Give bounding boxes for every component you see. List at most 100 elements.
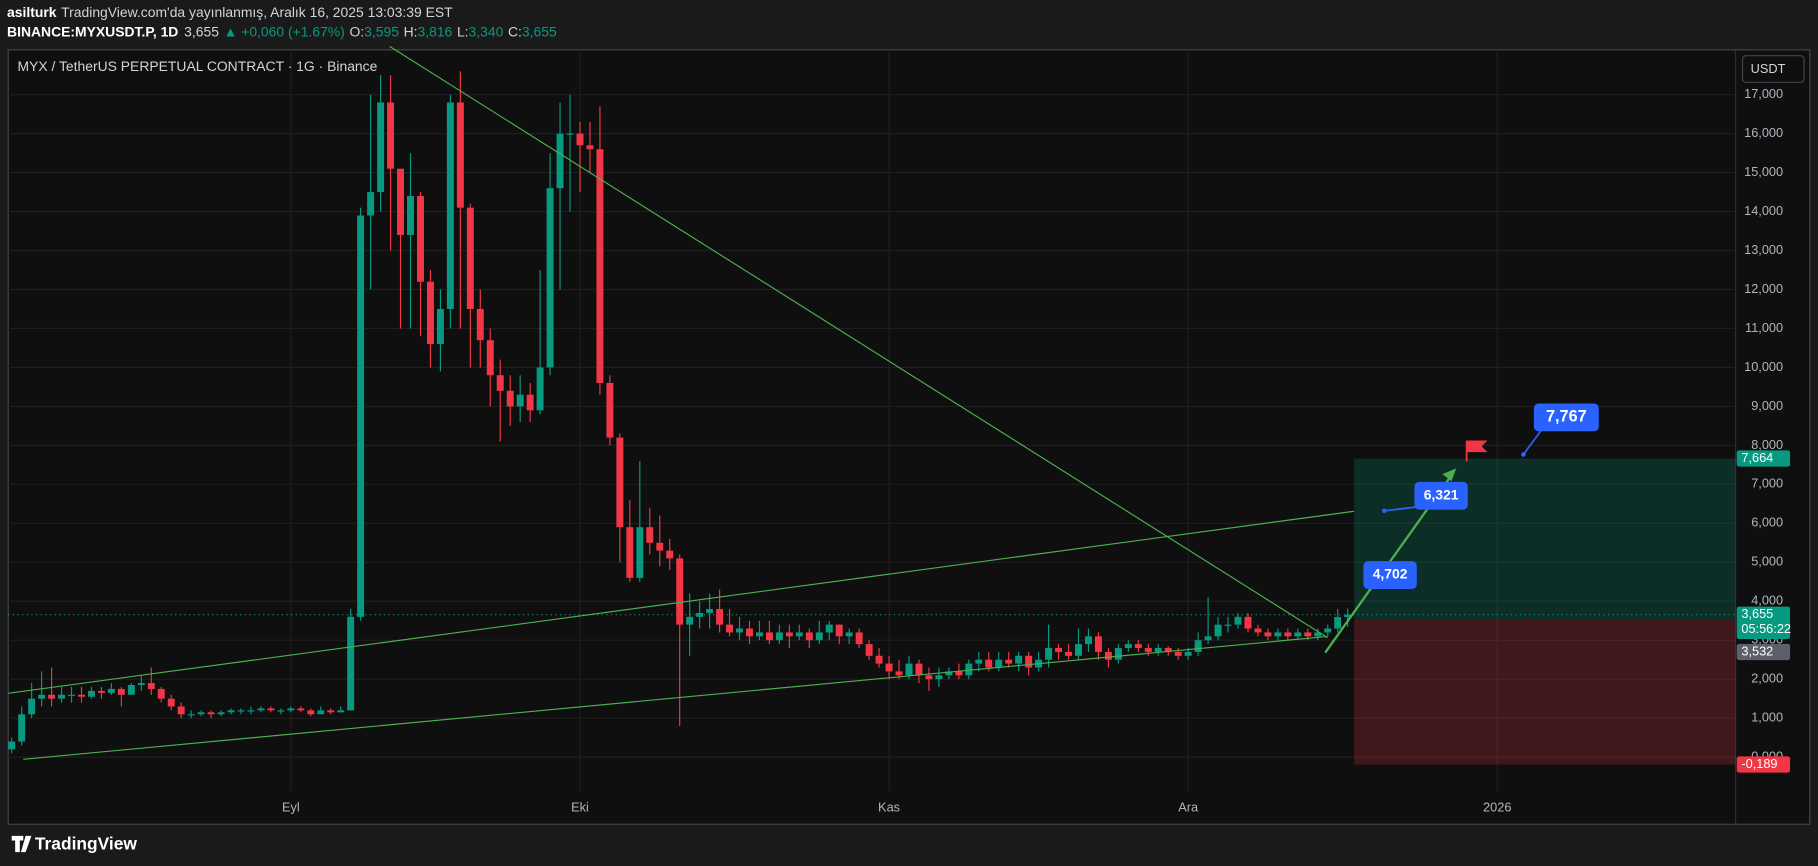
flag <box>1466 440 1488 453</box>
candle-body <box>367 192 375 216</box>
symbol: BINANCE:MYXUSDT.P, 1D <box>7 23 178 39</box>
candle-body <box>1234 616 1242 625</box>
change: ▲ +0,060 (+1.67%) <box>224 23 345 39</box>
candle-body <box>656 542 664 551</box>
candle-body <box>187 714 195 716</box>
candle-body <box>775 632 783 641</box>
candle-body <box>736 628 743 633</box>
candle-body <box>436 308 444 345</box>
stop-zone <box>1354 619 1736 765</box>
x-tick-label: Eki <box>571 799 589 814</box>
candle-body <box>686 616 694 625</box>
ohlc-value: 3,595 <box>364 23 399 39</box>
candle-body <box>985 659 993 668</box>
candle-body <box>746 628 753 637</box>
candle-body <box>416 195 424 282</box>
candle-body <box>945 671 953 676</box>
candle-body <box>48 694 56 699</box>
candle-body <box>147 683 155 689</box>
candle-body <box>1204 636 1212 641</box>
price-label: -0,189 <box>1741 756 1777 771</box>
candle-body <box>596 149 604 384</box>
callout-box <box>1363 561 1417 589</box>
candle-body <box>526 394 534 411</box>
candle-body <box>556 133 564 189</box>
ohlc-value: 3,340 <box>469 23 504 39</box>
candle-body <box>935 675 943 680</box>
candle-body <box>955 671 963 676</box>
candle-body <box>78 694 85 697</box>
candle-body <box>915 663 923 676</box>
target-zone <box>1354 458 1736 620</box>
y-tick-label: 15,000 <box>1744 164 1783 179</box>
ohlc-value: 3,816 <box>418 23 453 39</box>
candle-body <box>337 710 345 713</box>
currency-button[interactable] <box>1741 55 1805 83</box>
y-tick-label: 16,000 <box>1744 125 1783 140</box>
x-tick-label: 2026 <box>1483 799 1511 814</box>
candle-body <box>486 340 494 376</box>
candle-body <box>1184 651 1192 656</box>
candle-body <box>646 527 654 543</box>
candle-body <box>97 690 105 693</box>
candle-body <box>237 710 245 712</box>
candle-body <box>706 609 714 613</box>
x-tick-label: Eyl <box>282 799 300 814</box>
candle-body <box>137 683 145 686</box>
price-label-bg <box>1736 643 1791 661</box>
price-label-bg <box>1736 450 1791 467</box>
y-tick-label: 4,000 <box>1751 593 1783 608</box>
candle-body <box>58 694 66 699</box>
trend-line <box>8 510 1355 694</box>
candle-body <box>755 632 763 637</box>
candle-body <box>426 281 434 345</box>
y-tick-label: 14,000 <box>1744 203 1783 218</box>
candle-body <box>307 710 315 715</box>
candle-body <box>1075 644 1082 656</box>
currency[interactable]: USDT <box>1751 61 1786 76</box>
candle-body <box>636 527 644 578</box>
candle-body <box>8 741 16 750</box>
candle-body <box>1174 651 1182 656</box>
y-tick-label: 6,000 <box>1751 515 1783 530</box>
price-label: 7,664 <box>1741 450 1773 465</box>
author-name: asilturk <box>7 3 57 19</box>
candle-body <box>666 550 674 559</box>
candle-body <box>1084 636 1092 645</box>
ohlc-key: H: <box>404 23 418 39</box>
legend-line: BINANCE:MYXUSDT.P, 1D 3,655 ▲ +0,060 (+1.6… <box>7 23 557 39</box>
y-tick-label: 10,000 <box>1744 359 1783 374</box>
candle-body <box>387 102 395 169</box>
candle-body <box>606 383 614 438</box>
published: TradingView.com'da yayınlanmış, Aralık 1… <box>61 3 453 19</box>
candle-body <box>227 710 235 713</box>
candle-body <box>1144 648 1152 652</box>
candle-body <box>805 632 813 641</box>
callout-line <box>1522 427 1544 455</box>
countdown: 05:56:22 <box>1741 621 1791 636</box>
y-tick-label: 1,000 <box>1751 710 1783 725</box>
author: asilturk TradingView.com'da yayınlanmış, … <box>7 3 453 19</box>
price-label: 3,532 <box>1741 643 1773 658</box>
candle-body <box>1015 655 1023 664</box>
candle-body <box>247 710 255 712</box>
candle-body <box>785 632 793 637</box>
y-tick-label: 9,000 <box>1751 398 1783 413</box>
ohlc-key: C: <box>508 23 522 39</box>
candle-body <box>895 671 903 676</box>
candle-body <box>38 694 46 699</box>
candle-body <box>1314 632 1322 637</box>
candle-body <box>317 710 325 715</box>
callout-point <box>1521 452 1526 457</box>
x-tick-label: Ara <box>1178 799 1199 814</box>
candle-body <box>107 688 115 693</box>
candle-body <box>795 632 803 637</box>
candle-body <box>1055 648 1063 652</box>
ohlc-key: O: <box>349 23 364 39</box>
ohlc-key: L: <box>457 23 469 39</box>
candle-body <box>1344 614 1352 618</box>
candle-body <box>825 624 833 633</box>
y-tick-label: 2,000 <box>1751 671 1783 686</box>
candle-body <box>297 708 305 711</box>
candle-body <box>1194 640 1202 652</box>
